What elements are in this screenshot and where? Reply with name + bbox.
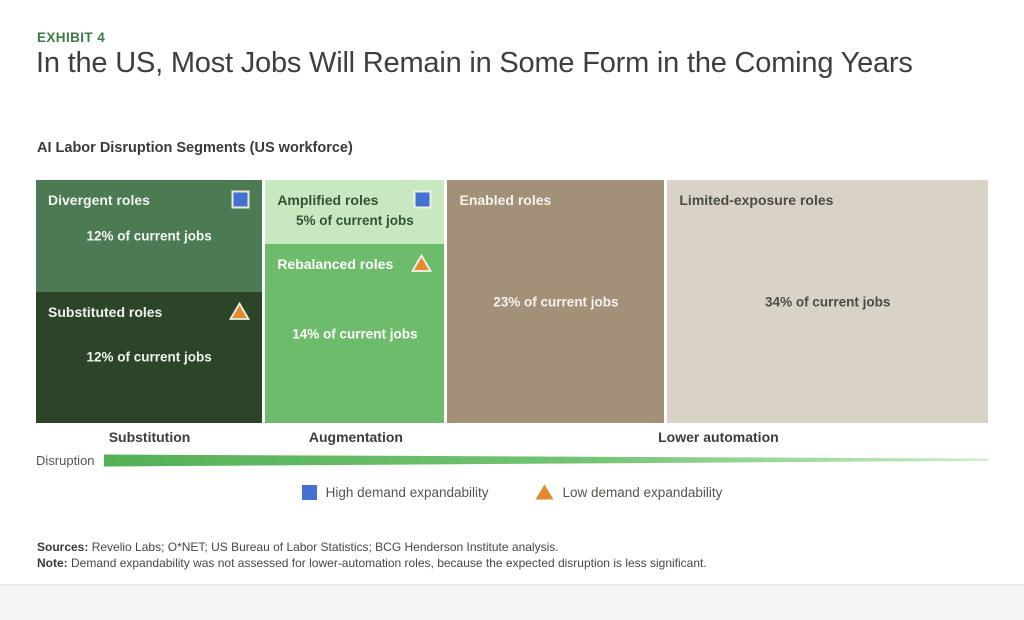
note-text: Demand expandability was not assessed fo… <box>67 556 707 570</box>
footer: Sources: Revelio Labs; O*NET; US Bureau … <box>37 539 987 571</box>
blue-square-icon <box>301 484 317 500</box>
orange-triangle-icon <box>229 301 251 320</box>
disruption-axis: Disruption <box>36 453 988 468</box>
note-label: Note: <box>37 556 68 570</box>
x-axis-group-labels: Substitution Augmentation Lower automati… <box>36 429 988 445</box>
segment-value: 12% of current jobs <box>86 349 212 365</box>
axis-label-augmentation: Augmentation <box>308 429 403 445</box>
column-augmentation: Amplified roles 5% of current jobs Rebal… <box>265 180 445 423</box>
segment-divergent-roles: Divergent roles 12% of current jobs <box>36 180 263 292</box>
legend-label: Low demand expandability <box>562 484 723 500</box>
blue-square-icon <box>413 190 432 209</box>
mekko-chart: Divergent roles 12% of current jobs Subs… <box>36 180 988 423</box>
column-limited-exposure: Limited-exposure roles 34% of current jo… <box>667 180 988 423</box>
sources-label: Sources: <box>37 540 89 554</box>
segment-label: Substituted roles <box>48 303 163 320</box>
segment-value: 23% of current jobs <box>493 294 619 309</box>
axis-label-substitution: Substitution <box>108 429 191 445</box>
exhibit-number: EXHIBIT 4 <box>37 30 106 45</box>
orange-triangle-icon <box>411 254 433 273</box>
blue-square-icon <box>231 190 250 209</box>
segment-value: 5% of current jobs <box>296 212 414 228</box>
legend-item-high-demand: High demand expandability <box>301 484 489 500</box>
segment-label: Divergent roles <box>48 192 150 208</box>
segment-label: Amplified roles <box>277 192 379 208</box>
segment-header: Amplified roles <box>277 190 432 210</box>
segment-label: Limited-exposure roles <box>679 192 834 208</box>
segment-label: Enabled roles <box>459 192 552 208</box>
segment-value: 14% of current jobs <box>292 326 418 342</box>
chart-title: AI Labor Disruption Segments (US workfor… <box>37 140 353 156</box>
disruption-taper-bar-icon <box>103 454 988 467</box>
segment-rebalanced-roles: Rebalanced roles 14% of current jobs <box>265 244 445 423</box>
legend: High demand expandability Low demand exp… <box>0 484 1024 500</box>
segment-header: Rebalanced roles <box>277 254 433 274</box>
segment-enabled-roles: Enabled roles 23% of current jobs <box>447 180 665 423</box>
segment-header: Substituted roles <box>48 301 251 322</box>
sources-text: Revelio Labs; O*NET; US Bureau of Labor … <box>88 540 559 554</box>
page-title: In the US, Most Jobs Will Remain in Some… <box>36 47 913 79</box>
segment-limited-exposure-roles: Limited-exposure roles 34% of current jo… <box>667 180 988 423</box>
segment-header: Enabled roles <box>459 190 652 210</box>
column-enabled: Enabled roles 23% of current jobs <box>447 180 665 423</box>
segment-amplified-roles: Amplified roles 5% of current jobs <box>265 180 445 245</box>
legend-item-low-demand: Low demand expandability <box>535 484 723 500</box>
orange-triangle-icon <box>535 484 553 500</box>
axis-label-lower-automation: Lower automation <box>658 429 779 445</box>
column-substitution: Divergent roles 12% of current jobs Subs… <box>36 180 263 423</box>
segment-label: Rebalanced roles <box>277 256 394 273</box>
legend-label: High demand expandability <box>325 484 489 500</box>
disruption-axis-label: Disruption <box>36 453 95 468</box>
note-line: Note: Demand expandability was not asses… <box>37 555 987 571</box>
segment-value: 12% of current jobs <box>86 228 212 244</box>
sources-line: Sources: Revelio Labs; O*NET; US Bureau … <box>37 539 987 555</box>
segment-header: Limited-exposure roles <box>679 190 976 210</box>
segment-value: 34% of current jobs <box>765 294 891 309</box>
exhibit-card: EXHIBIT 4 In the US, Most Jobs Will Rema… <box>0 0 1024 585</box>
segment-substituted-roles: Substituted roles 12% of current jobs <box>36 291 263 423</box>
segment-header: Divergent roles <box>48 190 250 210</box>
